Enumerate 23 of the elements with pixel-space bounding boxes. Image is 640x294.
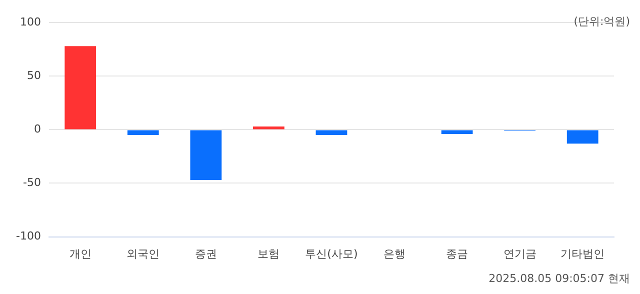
x-tick-label: 증권 (194, 247, 217, 260)
bar (253, 126, 284, 130)
bar (441, 130, 473, 134)
y-tick-label: -100 (16, 230, 41, 243)
x-tick-label: 보험 (258, 247, 280, 260)
x-tick-label: 개인 (69, 247, 92, 260)
y-tick-label: 0 (34, 122, 41, 136)
x-tick-label: 연기금 (503, 247, 536, 260)
bar (190, 130, 222, 180)
annotation: (단위:억원) (574, 14, 630, 29)
bar (127, 130, 159, 136)
x-tick-label: 종금 (446, 247, 468, 260)
bar (64, 46, 96, 130)
x-tick-label: 은행 (383, 247, 406, 260)
y-tick-label: 50 (26, 69, 41, 82)
bar (316, 130, 348, 136)
text: 2025.08.05 09:05:07 현재 (488, 271, 630, 286)
y-tick-label: -50 (22, 176, 41, 190)
x-tick-label: 투신(사모) (305, 247, 358, 260)
x-tick-label: 외국인 (126, 247, 160, 260)
x-tick-label: 기타법인 (560, 247, 605, 260)
y-tick-label: 100 (20, 15, 41, 28)
bar (566, 130, 598, 144)
